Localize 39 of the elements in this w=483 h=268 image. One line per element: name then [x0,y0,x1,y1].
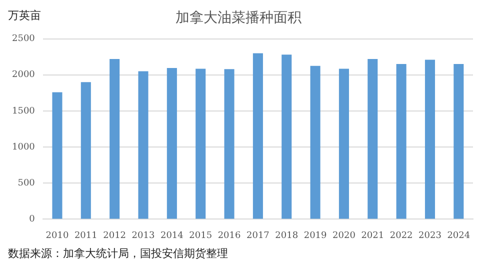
bar [252,53,263,219]
x-tick-label: 2021 [361,230,384,241]
source-note: 数据来源：加拿大统计局，国投安信期货整理 [8,246,228,261]
bar [310,66,320,219]
x-tick-label: 2016 [218,230,242,241]
bar [368,59,378,219]
x-tick-label: 2024 [447,230,470,241]
bar [110,59,120,219]
y-tick-label: 2500 [12,34,36,44]
y-tick-label: 1000 [12,142,36,152]
bar [80,82,91,219]
bar [338,68,349,219]
x-tick-label: 2018 [275,230,298,241]
x-tick-label: 2020 [332,230,356,241]
y-tick-label: 2000 [12,70,36,80]
x-tick-label: 2014 [160,230,184,241]
bar [454,64,464,219]
bar [282,54,292,219]
x-tick-label: 2015 [189,230,212,241]
bar [224,69,234,219]
y-tick-label: 1500 [12,106,36,116]
chart-title: 加拿大油菜播种面积 [176,10,302,26]
x-tick-label: 2017 [246,230,270,241]
y-tick-label: 0 [29,214,36,225]
bar [196,68,206,219]
x-tick-label: 2012 [103,230,126,241]
bar [52,92,62,219]
x-tick-label: 2022 [390,230,413,241]
x-tick-label: 2019 [304,230,328,241]
bar [138,71,148,219]
x-tick-label: 2010 [46,230,69,241]
bar [166,68,177,219]
y-axis-title: 万英亩 [8,8,41,23]
x-tick-label: 2013 [132,230,155,241]
y-tick-label: 500 [18,178,36,188]
bar [396,64,406,219]
x-tick-label: 2023 [418,230,442,241]
bar [424,60,436,219]
x-tick-label: 2011 [74,230,98,241]
